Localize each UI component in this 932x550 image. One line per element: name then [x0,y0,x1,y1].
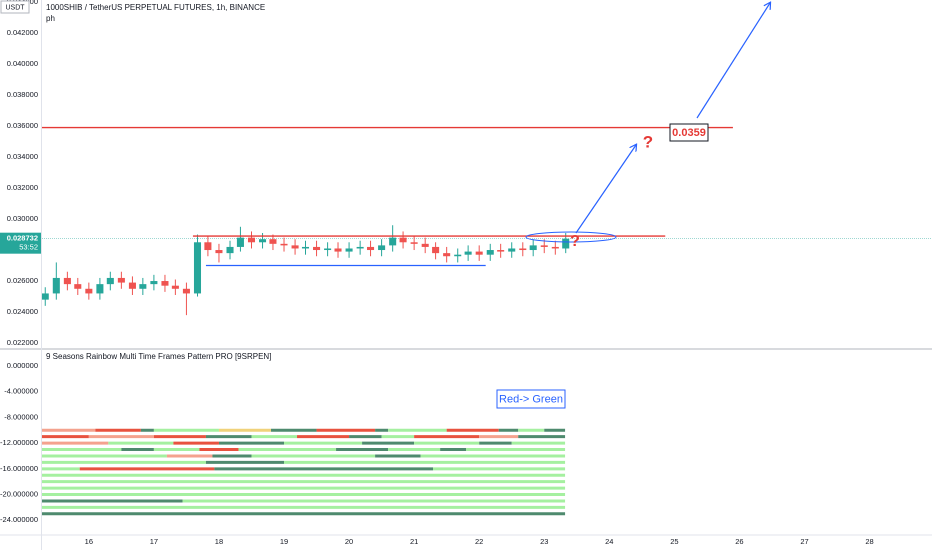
candle-body [161,281,169,286]
currency: USDT [5,4,25,11]
candle-body [63,277,71,285]
candle-body [52,277,60,294]
candle-body [356,246,364,249]
highlight-ellipse [525,231,617,243]
x-tick-label: 28 [865,537,873,546]
candle-body [96,284,104,294]
candle-body [128,282,136,289]
y-tick-label: -24.000000 [0,515,38,524]
candle-body [334,248,342,252]
candle-body [367,246,375,251]
y-tick-label: 0.024000 [7,307,38,316]
candle-body [247,237,256,243]
arrow [696,3,770,119]
candle-body [117,277,125,283]
chart-title: 1000SHIB / TetherUS PERPETUAL FUTURES, 1… [46,3,265,12]
y-tick-label: 0.030000 [7,214,38,223]
y-tick-label: -16.000000 [0,464,38,473]
target-label: 0.0359 [672,127,706,139]
candle-body [85,288,93,294]
x-tick-label: 27 [800,537,808,546]
x-tick-label: 24 [605,537,613,546]
candle-body [259,239,267,243]
y-tick-label: 0.034000 [7,152,38,161]
candle-body [508,248,516,252]
y-tick-label: 0.036000 [7,121,38,130]
price-panel: 0.0440000.0420000.0400000.0380000.036000… [0,0,932,347]
note-box [496,389,566,409]
candle-body [454,254,462,257]
y-tick-label: -20.000000 [0,490,38,499]
y-tick-label: 0.022000 [7,338,38,347]
candle-body [378,245,386,251]
question-mark: ? [643,132,653,151]
x-tick-label: 20 [345,537,353,546]
candle-body [215,250,223,254]
y-tick-label: -4.000000 [4,387,38,396]
candle-body [150,281,158,285]
candle-body [389,237,397,246]
candle-body [193,242,202,294]
candle-body [291,245,299,249]
candle-body [182,288,190,294]
candle-body [171,285,179,289]
candle-body [540,245,548,247]
candle-body [280,243,288,246]
candle-body [475,251,483,255]
candle-body [204,242,212,251]
y-tick-label: -8.000000 [4,412,38,421]
candle-body [410,242,418,244]
x-tick-label: 18 [215,537,223,546]
note: Red-> Green [499,393,563,405]
candle-body [421,243,429,247]
x-tick-label: 26 [735,537,743,546]
candle-body [432,246,440,254]
candle-body [41,293,49,300]
x-tick-label: 22 [475,537,483,546]
candle-body [464,251,472,255]
candle-body [301,246,310,249]
x-tick-label: 17 [150,537,158,546]
y-tick-label: 0.042000 [7,28,38,37]
candle-body [324,248,332,251]
candle-body [399,237,407,243]
indicator-title: 9 Seasons Rainbow Multi Time Frames Patt… [46,352,271,361]
candle-body [74,284,82,289]
price-tag [0,232,41,254]
candle-body [313,246,321,251]
target-box [669,123,709,142]
y-tick-label: -12.000000 [0,438,38,447]
price-tag-label: 0.028732 [7,234,38,243]
candle-body [443,253,451,257]
candle-body [551,246,559,249]
candle-body [519,248,527,251]
candle-body [236,237,244,247]
candle-body [486,250,494,255]
countdown: 53:52 [19,243,38,252]
candle-body [562,238,570,249]
y-tick-label: 0.000000 [7,361,38,370]
y-tick-label: 0.040000 [7,59,38,68]
candle-body [226,246,234,254]
candle-body [345,248,353,252]
arrow [575,145,636,234]
currency-box [0,0,30,14]
x-tick-label: 19 [280,537,288,546]
candle-body [139,284,147,289]
y-tick-label: 0.032000 [7,183,38,192]
question-mark: ? [570,233,580,250]
x-tick-label: 25 [670,537,678,546]
y-tick-label: 0.026000 [7,276,38,285]
x-tick-label: 16 [85,537,93,546]
y-tick-label: 0.038000 [7,90,38,99]
chart-subtitle: ph [46,14,55,23]
candle-body [497,250,505,252]
candle-body [269,239,277,244]
indicator-panel: 0.000000 -4.000000 -8.000000 -12.000000 -16.… [0,361,566,524]
candle-body [106,277,114,285]
x-tick-label: 21 [410,537,418,546]
x-tick-label: 23 [540,537,548,546]
candle-body [529,245,537,251]
